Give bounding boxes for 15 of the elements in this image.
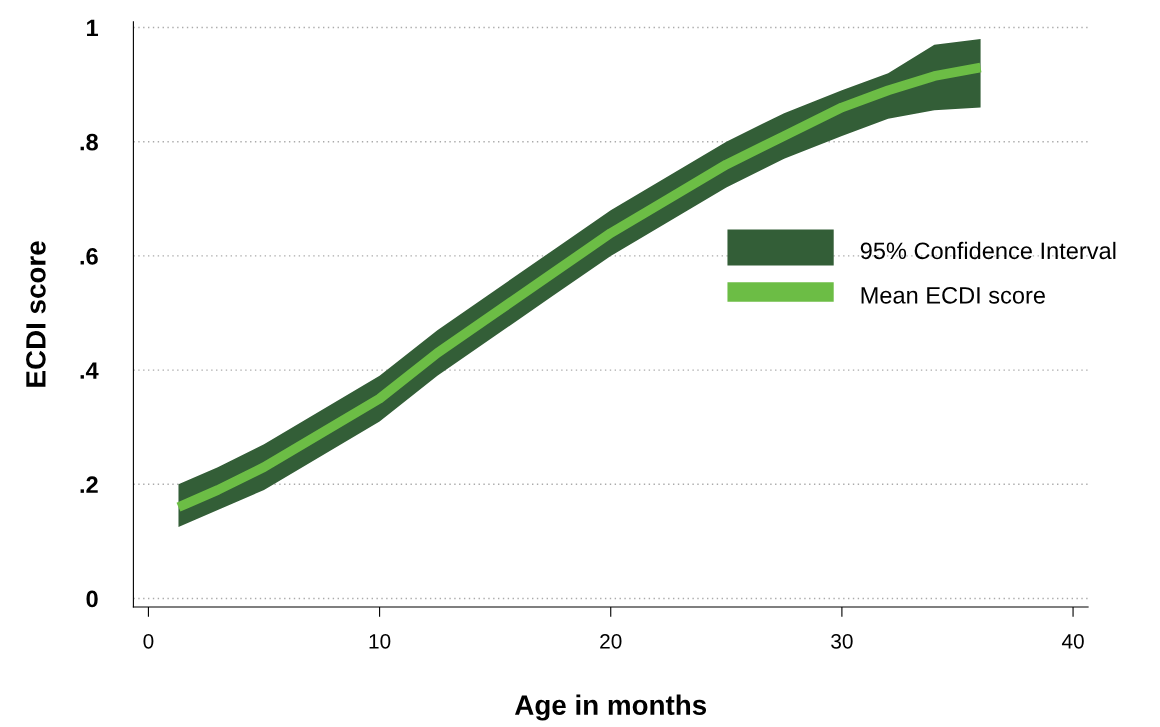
legend-label: Mean ECDI score — [861, 286, 1045, 304]
x-tick-label: 20 — [600, 633, 622, 649]
y-tick-label: 1 — [87, 19, 99, 37]
x-axis-title: Age in months — [514, 694, 707, 721]
y-axis-title: ECDI score — [26, 241, 46, 387]
y-tick-label: .4 — [80, 362, 99, 379]
y-tick-label: .8 — [80, 133, 98, 151]
y-tick-label: 0 — [86, 590, 98, 608]
x-tick-label: 0 — [143, 633, 154, 649]
x-tick-label: 10 — [369, 633, 391, 649]
annotation: 95% Confidence Interval — [860, 241, 1116, 260]
x-tick-label: 40 — [1061, 633, 1084, 649]
y-tick-label: .2 — [80, 476, 98, 493]
y-tick-label: .6 — [80, 247, 98, 265]
x-tick-label: 30 — [831, 633, 853, 649]
